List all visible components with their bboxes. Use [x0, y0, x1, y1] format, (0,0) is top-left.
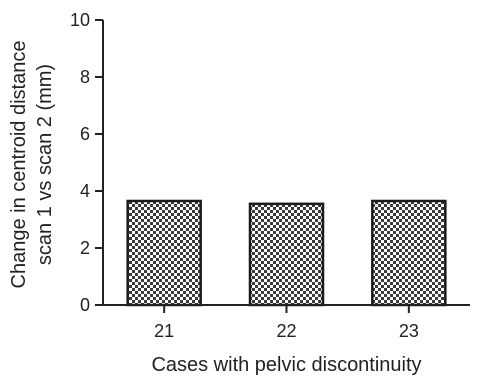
y-tick-label: 0 [80, 295, 90, 315]
x-tick-label: 22 [276, 321, 296, 341]
x-tick-label: 21 [154, 321, 174, 341]
y-axis-title-line-2: scan 1 vs scan 2 (mm) [34, 64, 56, 265]
y-axis-title-line-1: Change in centroid distance [8, 41, 30, 289]
y-axis-ticks: 0 2 4 6 8 10 [70, 10, 103, 315]
x-axis-title: Cases with pelvic discontinuity [151, 354, 421, 376]
x-axis-ticks: 21 22 23 [154, 305, 419, 341]
y-tick-label: 10 [70, 10, 90, 30]
y-tick-label: 6 [80, 124, 90, 144]
bar-case-22 [248, 202, 325, 307]
x-tick-label: 23 [399, 321, 419, 341]
bars [126, 199, 447, 307]
bar-case-23 [371, 199, 447, 307]
bar-case-21 [126, 199, 202, 307]
y-tick-label: 2 [80, 238, 90, 258]
y-tick-label: 4 [80, 181, 90, 201]
y-tick-label: 8 [80, 67, 90, 87]
